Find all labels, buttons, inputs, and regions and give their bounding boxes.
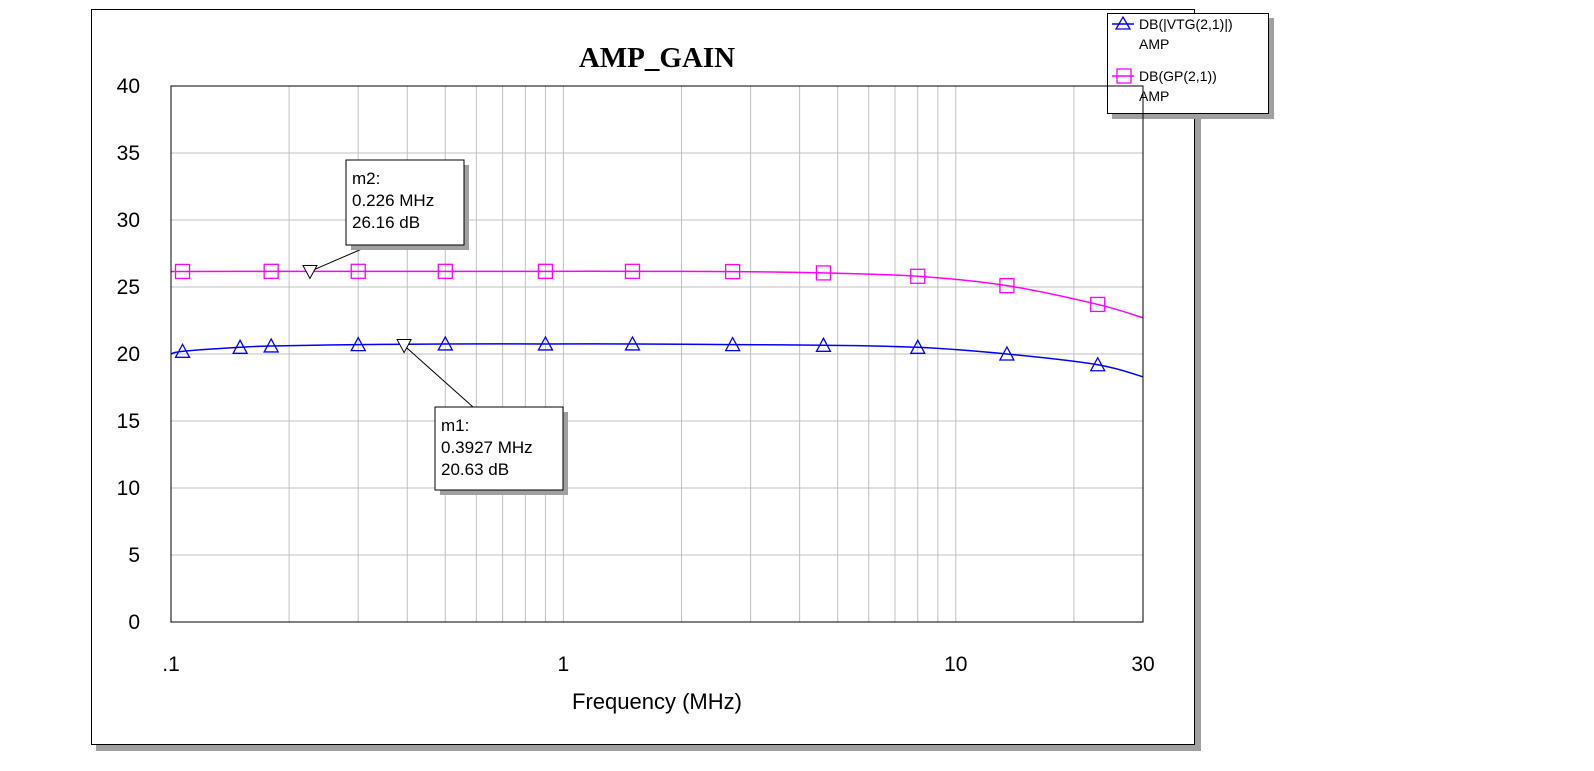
marker-label: 26.16 dB [352,213,420,232]
marker-box [434,406,564,491]
data-point-triangle [263,337,280,353]
legend-entries: DB(|VTG(2,1)|) AMP DB(GP(2,1)) AMP [1112,15,1233,104]
series-layer [170,263,1144,378]
series-line [170,270,1144,319]
data-point-square [815,265,832,281]
data-point-triangle [232,338,249,354]
tick-labels: 0 5 10 15 20 25 30 35 40 .1 1 10 30 [117,75,1155,676]
marker-box [345,159,465,246]
marker-label: 0.226 MHz [352,191,434,210]
legend-series-name: DB(GP(2,1)) [1139,68,1217,84]
data-point-square [174,263,191,280]
legend-symbol-triangle [1114,15,1132,30]
y-tick-label: 40 [117,75,140,98]
data-point-triangle [909,338,926,354]
data-point-triangle [437,335,454,351]
data-point-square [999,278,1015,294]
legend-box [1107,13,1269,114]
marker-symbol [302,264,318,280]
data-point-triangle [998,345,1016,361]
marker-symbol [396,339,412,354]
legend-series-sub: AMP [1139,88,1169,104]
y-tick-label: 0 [128,611,140,634]
data-point-triangle [1089,356,1106,372]
marker-leader-line [403,345,474,408]
chart-title: AMP_GAIN [579,42,735,74]
plot-area-border [170,85,1144,623]
data-point-square [350,263,366,279]
marker-label: 20.63 dB [441,460,509,479]
data-point-square [1090,296,1106,313]
data-point-triangle [350,336,367,352]
data-point-square [437,263,453,279]
y-tick-label: 30 [117,209,140,232]
data-point-triangle [815,336,832,352]
x-tick-label: .1 [162,653,180,676]
legend-symbol-square [1116,68,1132,84]
marker-layer: m2: 0.226 MHz 26.16 dB m1: 0.3927 MHz 20.63 d… [302,159,568,495]
y-tick-label: 25 [117,276,140,299]
series-line [170,343,1144,378]
data-point-triangle [537,335,554,351]
marker-label: 0.3927 MHz [441,438,533,457]
y-tick-label: 10 [117,477,140,500]
data-point-square [910,268,926,284]
data-point-triangle [724,336,741,352]
grid-lines [170,85,1144,623]
data-point-square [725,263,741,280]
y-tick-label: 35 [117,142,140,165]
legend-series-sub: AMP [1139,36,1169,52]
y-tick-label: 5 [128,544,140,567]
x-tick-label: 1 [558,653,570,676]
y-tick-label: 15 [117,410,140,433]
marker-label: m2: [352,169,380,188]
data-point-square [263,263,279,279]
data-point-square [537,263,554,279]
data-point-triangle [624,335,641,351]
x-tick-label: 10 [944,653,967,676]
y-tick-label: 20 [117,343,140,366]
x-tick-label: 30 [1131,653,1154,676]
marker-label: m1: [441,416,469,435]
data-point-square [624,263,641,279]
legend-series-name: DB(|VTG(2,1)|) [1139,16,1233,32]
x-axis-label: Frequency (MHz) [572,689,742,714]
data-point-triangle [174,342,191,358]
